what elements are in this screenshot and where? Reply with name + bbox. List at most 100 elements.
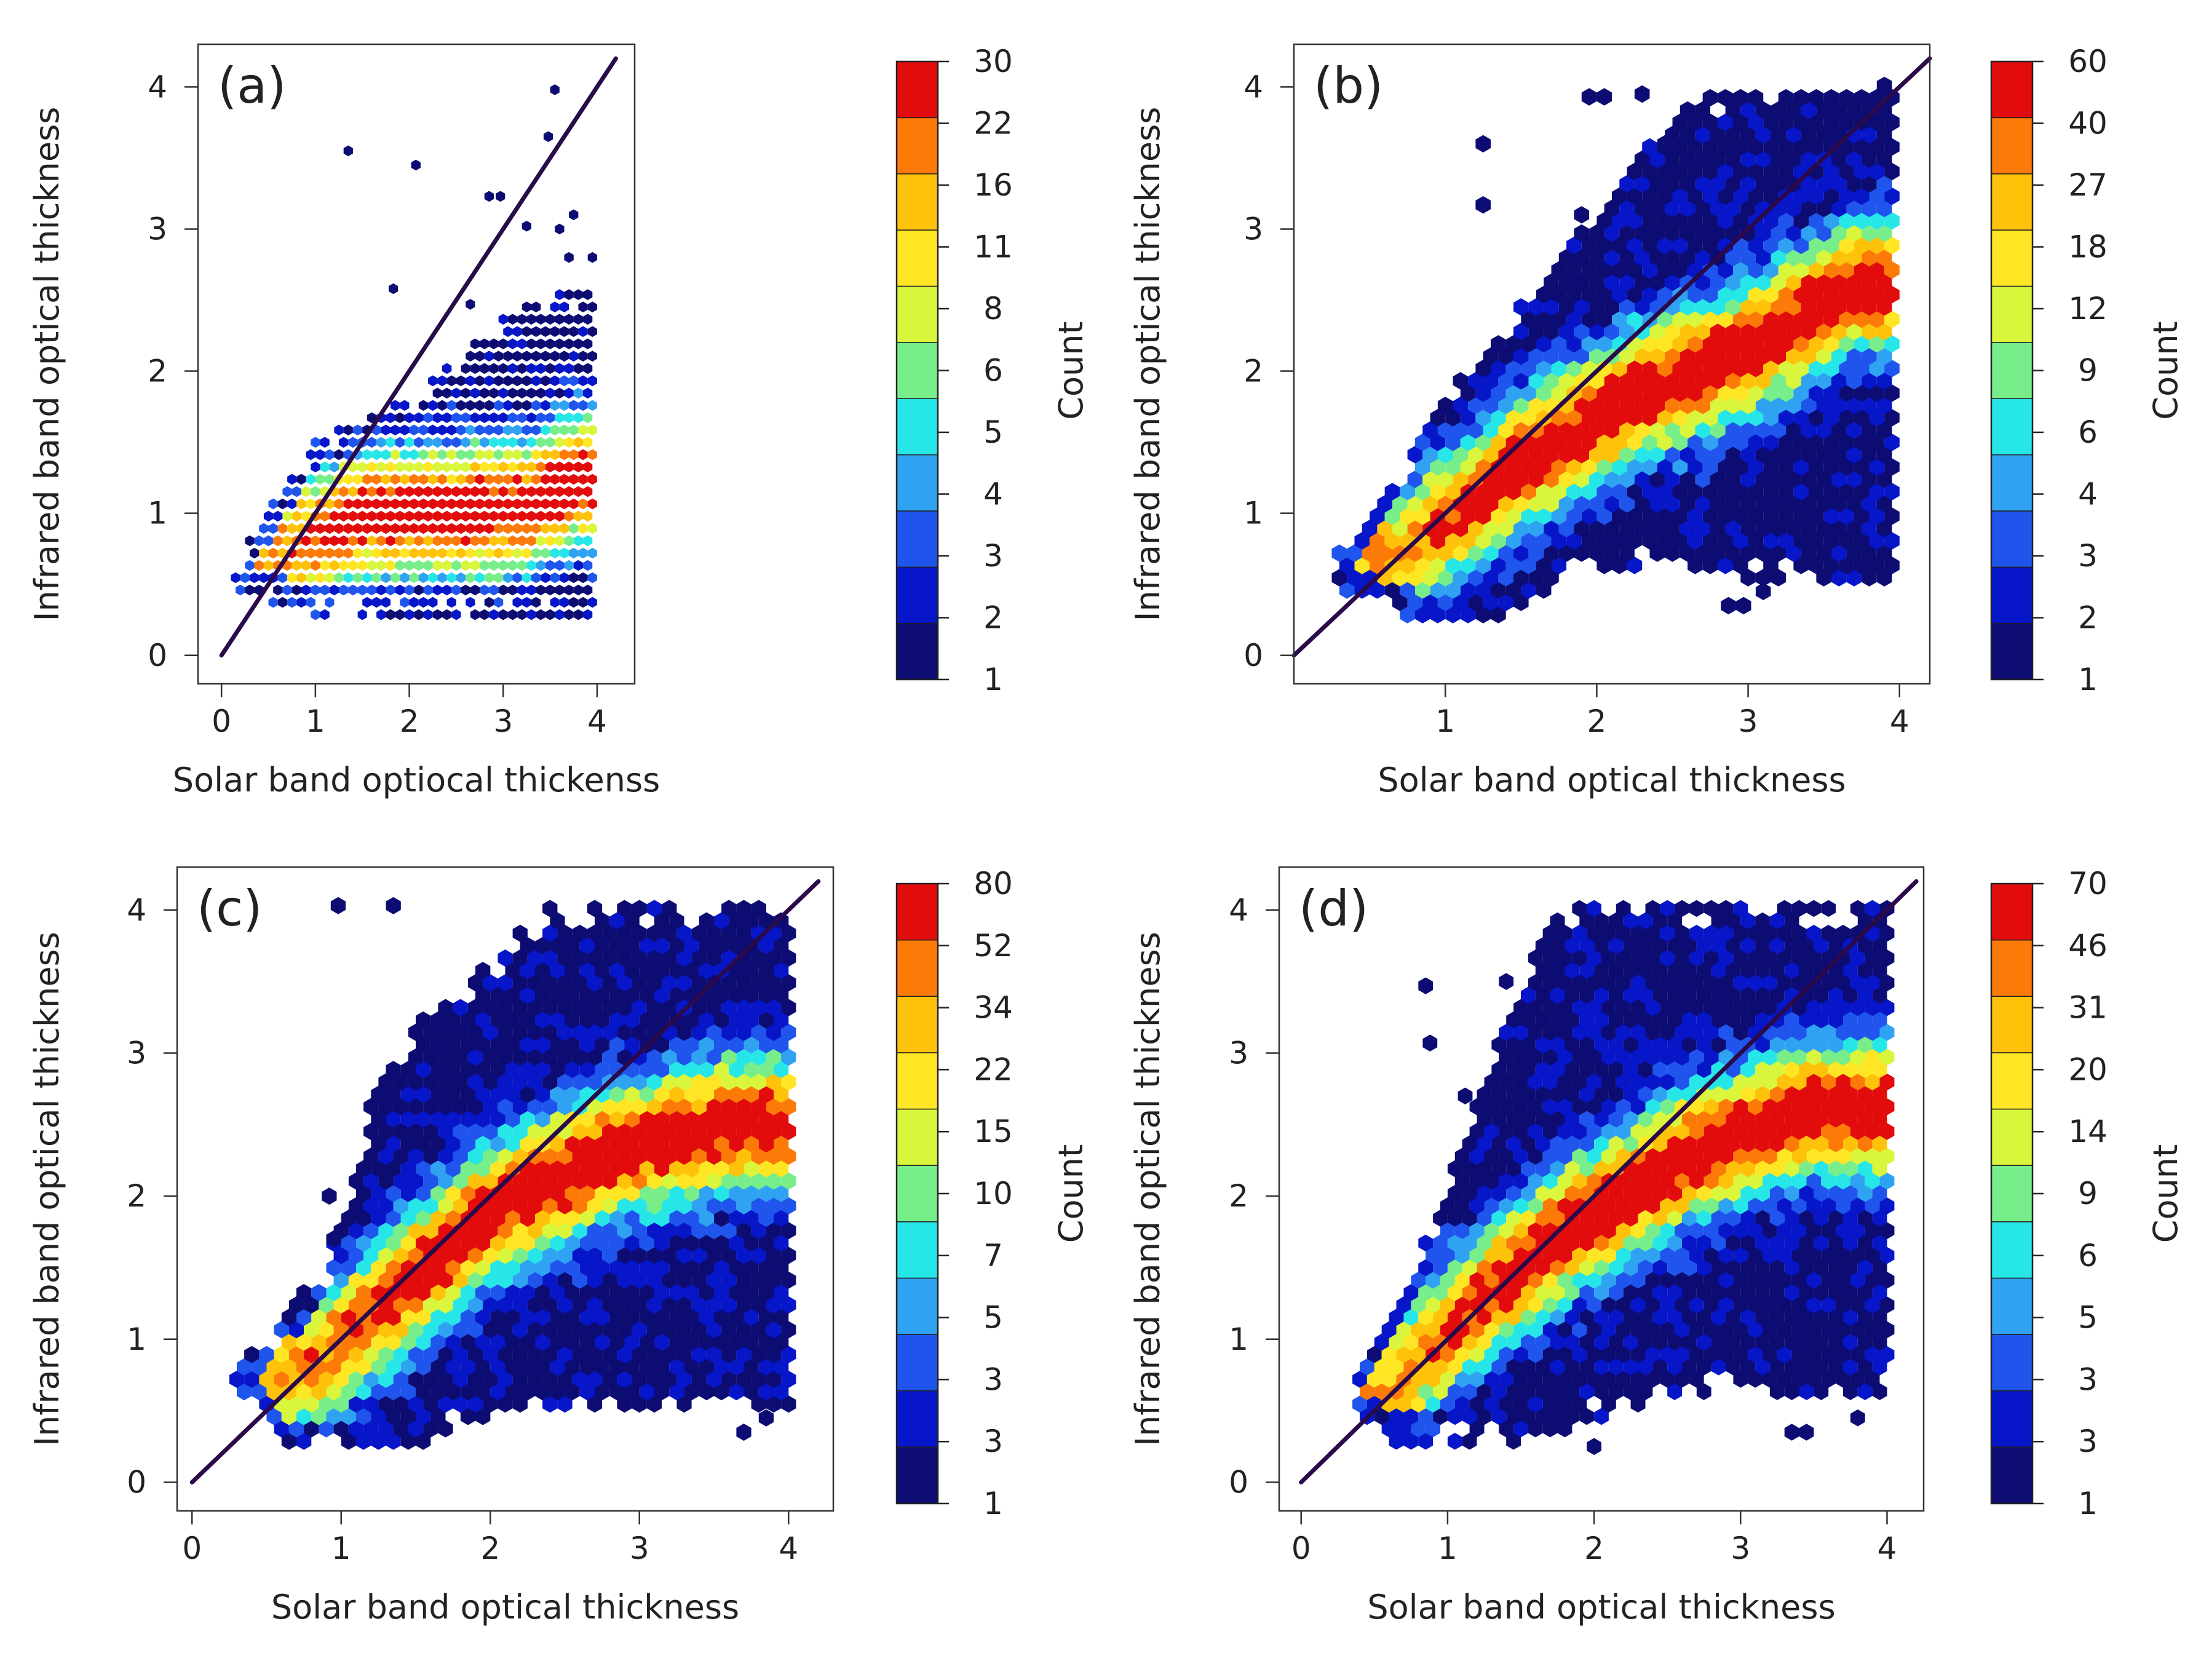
colorbar-swatch: [896, 996, 938, 1053]
hex-cell: [1612, 285, 1627, 304]
hex-cell: [1809, 335, 1824, 353]
hex-cell: [1763, 1272, 1777, 1289]
hex-cell: [367, 412, 377, 424]
hex-cell: [1469, 1222, 1485, 1239]
hex-cell: [1544, 347, 1559, 365]
hex-cell: [1565, 962, 1580, 979]
hex-cell: [632, 1271, 647, 1289]
hex-cell: [363, 1147, 379, 1165]
hex-cell: [362, 547, 372, 559]
hex-cell: [1557, 1371, 1572, 1388]
hex-cell: [676, 1172, 692, 1190]
hex-cell: [348, 1345, 364, 1363]
y-tick-label: 4: [148, 69, 167, 105]
hex-cell: [1771, 446, 1787, 464]
hex-cell: [400, 1358, 416, 1376]
hex-cell: [1784, 1333, 1799, 1351]
hex-cell: [498, 949, 513, 967]
hex-cell: [1535, 1408, 1550, 1425]
hex-cell: [363, 1420, 379, 1438]
hex-cell: [1581, 236, 1597, 255]
hex-cell: [1821, 1172, 1836, 1190]
hex-cell: [1799, 1185, 1814, 1202]
colorbar-swatch: [1991, 1052, 2033, 1110]
colorbar-tick-label: 22: [974, 106, 1013, 141]
hex-cell: [1542, 924, 1558, 942]
hex-cell: [1784, 937, 1799, 954]
hex-cell: [1777, 949, 1792, 967]
hex-cell: [371, 1333, 386, 1351]
hex-cell: [522, 473, 531, 485]
hex-cell: [1403, 1309, 1419, 1326]
hex-cell: [1879, 1048, 1895, 1066]
outlier-cell: [1721, 596, 1736, 615]
hex-cell: [557, 1246, 573, 1264]
hex-cell: [1623, 1309, 1638, 1326]
hex-cell: [736, 1371, 752, 1388]
hex-cell: [550, 1358, 565, 1376]
hex-cell: [1801, 273, 1817, 291]
hex-cell: [266, 1358, 282, 1376]
hex-cell: [1791, 1197, 1807, 1214]
hex-cell: [557, 1345, 573, 1363]
hex-cell: [1843, 1210, 1858, 1227]
hex-cell: [1475, 532, 1491, 550]
hex-cell: [1786, 520, 1801, 537]
hex-cell: [498, 1246, 513, 1264]
hex-cell: [1763, 1246, 1777, 1264]
hex-cell: [1793, 557, 1809, 574]
hex-cell: [404, 486, 414, 497]
hex-cell: [676, 1123, 692, 1140]
outlier-cell: [1574, 206, 1590, 224]
hex-cell: [1879, 924, 1895, 942]
hex-cell: [363, 1321, 379, 1339]
hex-cell: [1630, 1197, 1646, 1214]
hex-cell: [550, 473, 560, 485]
hex-cell: [1755, 1259, 1770, 1277]
hex-cell: [527, 949, 543, 967]
hex-cell: [578, 596, 588, 608]
hex-cell: [1418, 1234, 1434, 1252]
hex-cell: [1876, 520, 1892, 537]
hex-cell: [1718, 138, 1733, 156]
hex-cell: [602, 1271, 617, 1289]
hex-cell: [1865, 1246, 1880, 1264]
hex-cell: [1879, 1172, 1895, 1190]
hex-cell: [1513, 1048, 1528, 1066]
hex-cell: [1642, 360, 1657, 378]
hex-cell: [460, 1085, 475, 1103]
hex-cell: [466, 400, 475, 411]
hex-cell: [559, 375, 569, 387]
hex-cell: [1740, 1234, 1756, 1252]
hex-cell: [1702, 89, 1718, 107]
hex-cell: [1777, 900, 1792, 917]
hex-cell: [557, 1098, 573, 1115]
hex-cell: [1589, 544, 1604, 562]
hex-cell: [1823, 113, 1839, 132]
hex-cell: [654, 1135, 670, 1153]
hex-cell: [1777, 1098, 1792, 1115]
hex-cell: [1733, 434, 1748, 451]
hex-cell: [475, 1309, 491, 1326]
hex-cell: [1608, 1111, 1624, 1128]
hex-cell: [325, 547, 335, 559]
hex-cell: [1627, 162, 1643, 181]
hex-cell: [1806, 1346, 1822, 1363]
hex-cell: [1433, 1358, 1448, 1376]
hex-cell: [624, 912, 640, 930]
hex-cell: [1733, 285, 1748, 304]
hex-cell: [1422, 544, 1438, 562]
hex-cell: [1854, 89, 1870, 107]
hex-cell: [1566, 483, 1582, 501]
colorbar-swatch: [1991, 229, 2033, 287]
hex-cell: [1846, 199, 1862, 218]
y-tick-label: 1: [1229, 1321, 1248, 1357]
hex-cell: [541, 473, 550, 485]
hex-cell: [466, 375, 475, 387]
hex-cell: [1755, 1358, 1770, 1376]
hex-cell: [371, 1408, 386, 1425]
hex-cell: [1587, 1246, 1601, 1264]
panel-label: (a): [218, 57, 286, 114]
hex-cell: [578, 572, 588, 584]
hex-cell: [461, 510, 470, 522]
